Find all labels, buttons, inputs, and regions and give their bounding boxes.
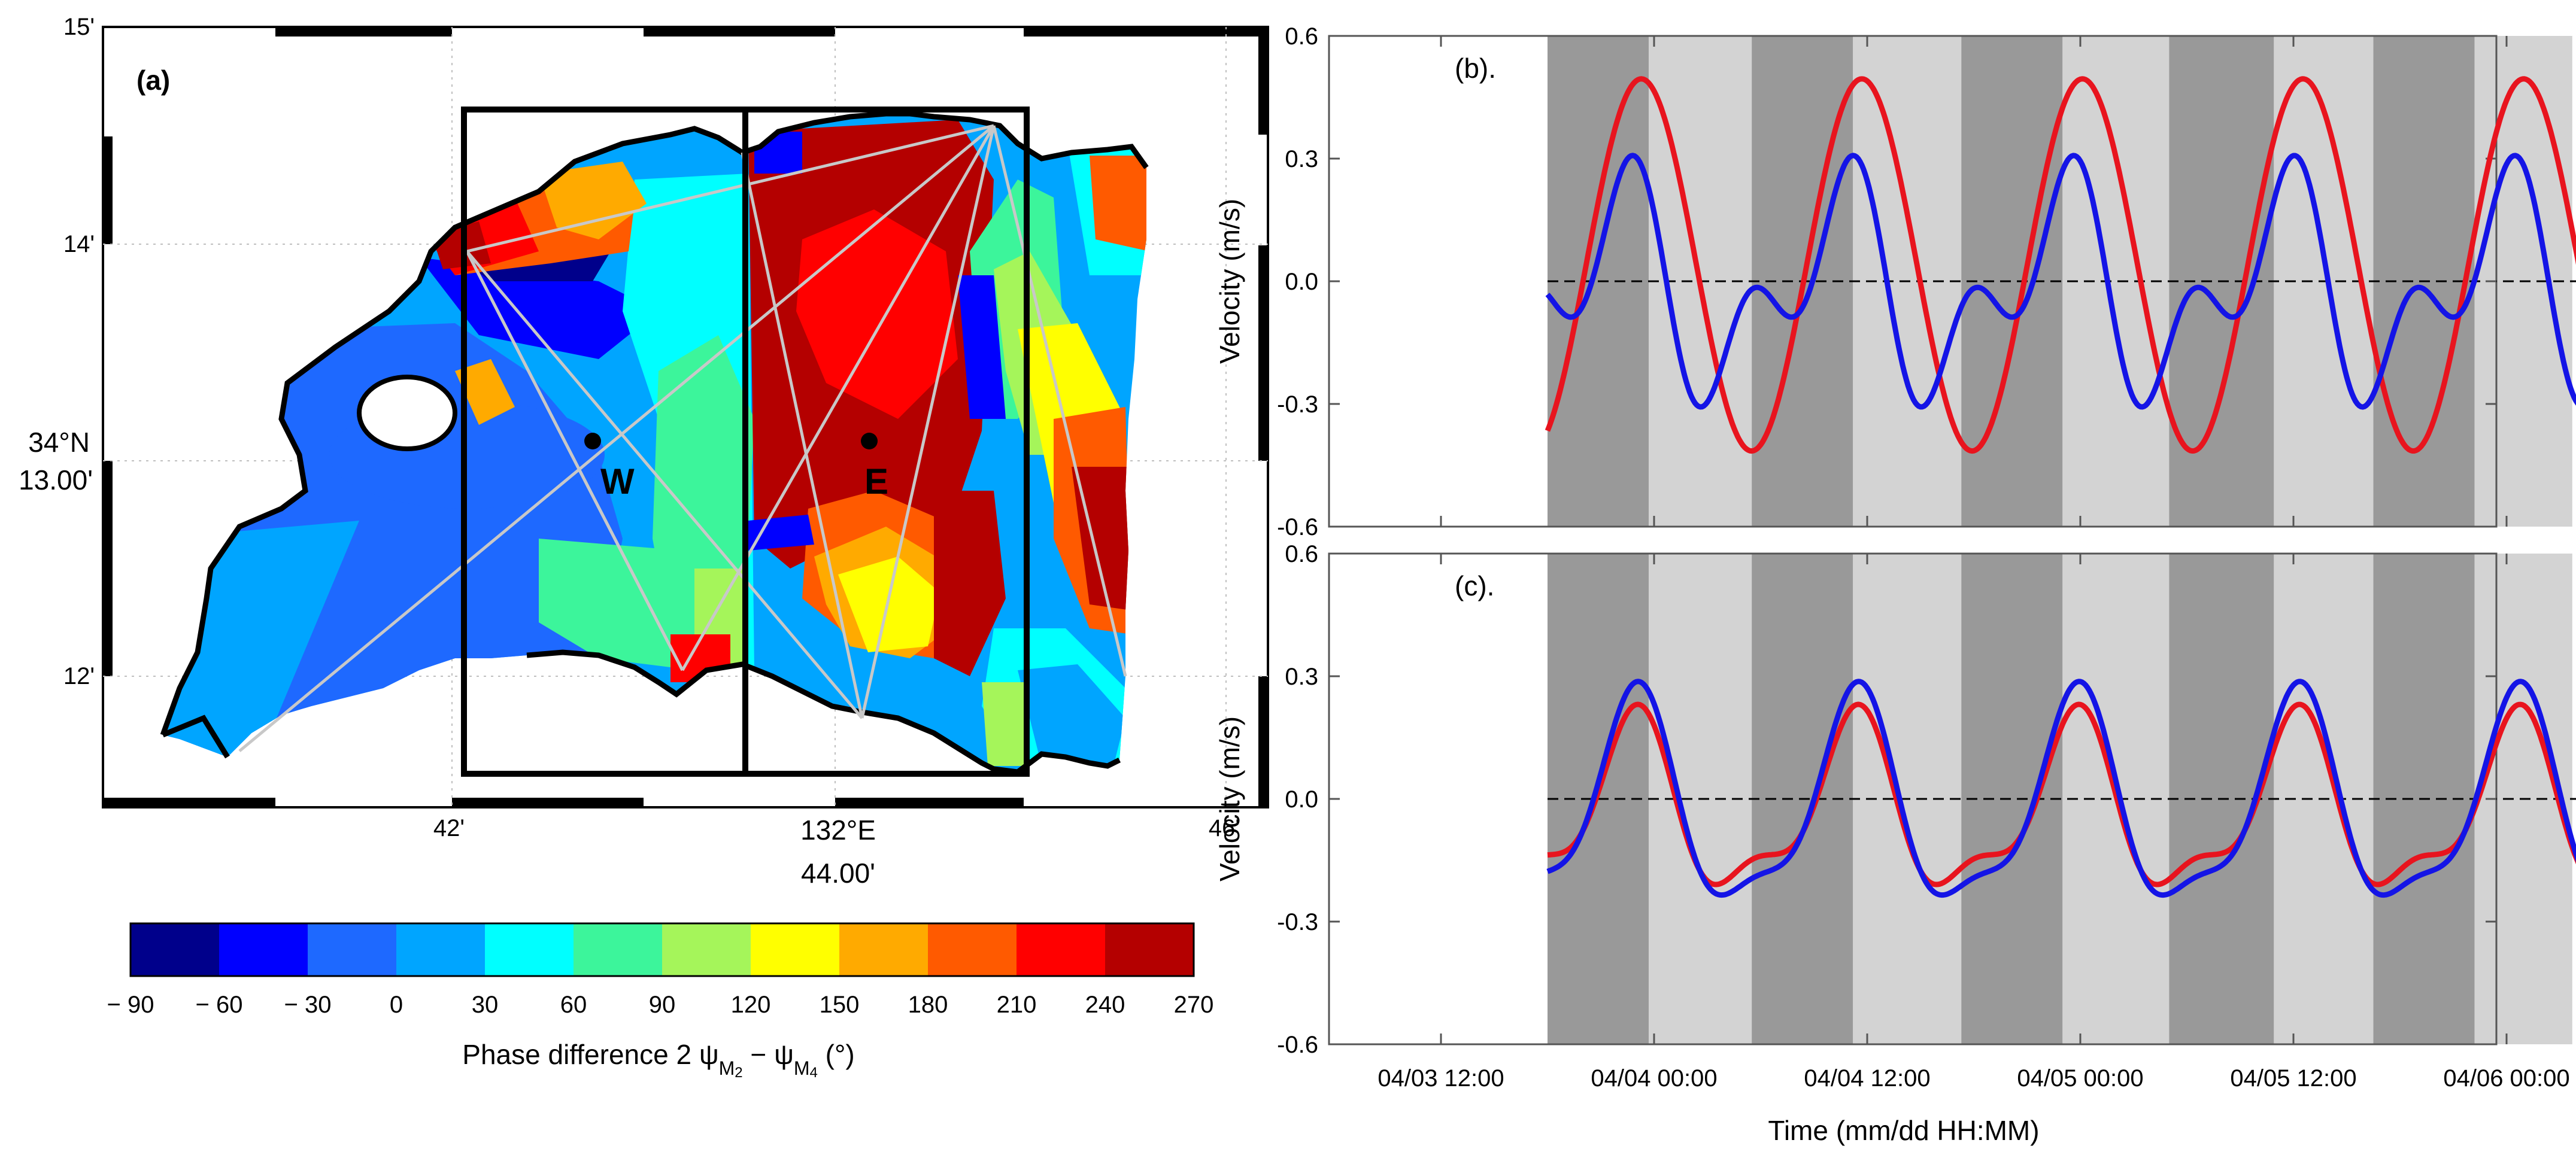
colorbar-swatch bbox=[131, 923, 220, 976]
colorbar-tick-label: 120 bbox=[731, 992, 771, 1018]
map-panel: W E (a) 15' 14' 34°N 13.00' 12' 42' 132°… bbox=[19, 14, 1269, 889]
lon-label-46: 46' bbox=[1209, 815, 1240, 841]
x-axis-label: Time (mm/dd HH:MM) bbox=[1768, 1115, 2039, 1146]
colorbar-tick-label: 90 bbox=[649, 992, 676, 1018]
colorbar-swatch bbox=[1017, 923, 1106, 976]
panel-b: 0.6 0.3 0.0 -0.3 -0.6 Velocity (m/s) (b). bbox=[1214, 23, 2576, 540]
x-tick-label: 04/06 00:00 bbox=[2443, 1065, 2569, 1092]
velocity-series-line bbox=[1546, 701, 2576, 887]
colorbar-tick-label: 210 bbox=[997, 992, 1037, 1018]
lon-label-44: 44.00' bbox=[801, 858, 875, 889]
colorbar-tick-label: − 30 bbox=[284, 992, 332, 1018]
colorbar-swatch bbox=[396, 923, 486, 976]
colorbar-tick-label: 180 bbox=[908, 992, 948, 1018]
colorbar-swatch bbox=[839, 923, 929, 976]
lat-label-13: 13.00' bbox=[19, 464, 93, 496]
y-axis-label: Velocity (m/s) bbox=[1214, 199, 1245, 364]
colorbar-swatch bbox=[1105, 923, 1194, 976]
colorbar-swatch bbox=[308, 923, 397, 976]
x-tick-label: 04/04 00:00 bbox=[1591, 1065, 1717, 1092]
y-tick-label: -0.3 bbox=[1277, 909, 1318, 935]
colorbar-tick-label: 30 bbox=[472, 992, 499, 1018]
coastline bbox=[160, 111, 1149, 736]
colorbar-swatch bbox=[219, 923, 308, 976]
lon-label-132e: 132°E bbox=[800, 814, 876, 846]
lat-label-34n: 34°N bbox=[28, 427, 90, 458]
colorbar-swatch bbox=[662, 923, 751, 976]
y-tick-label: -0.6 bbox=[1277, 1032, 1318, 1058]
panel-label: (c). bbox=[1455, 570, 1494, 601]
y-tick-label: -0.6 bbox=[1277, 514, 1318, 540]
phase-field bbox=[163, 114, 1146, 772]
colorbar-tick-label: − 90 bbox=[107, 992, 154, 1018]
lon-label-42: 42' bbox=[433, 815, 465, 841]
colorbar-tick-label: 240 bbox=[1085, 992, 1125, 1018]
station-e-marker bbox=[861, 433, 878, 449]
colorbar-tick-label: 270 bbox=[1174, 992, 1214, 1018]
y-tick-label: 0.0 bbox=[1285, 269, 1318, 295]
colorbar-swatch bbox=[751, 923, 840, 976]
colorbar-tick-label: 60 bbox=[560, 992, 587, 1018]
island bbox=[357, 375, 457, 451]
velocity-series-line bbox=[1546, 679, 2576, 898]
colorbar-tick-label: 0 bbox=[390, 992, 403, 1018]
velocity-series-line bbox=[1545, 76, 2576, 454]
coastline-sw bbox=[162, 715, 230, 759]
colorbar-swatch bbox=[574, 923, 663, 976]
y-tick-label: -0.3 bbox=[1277, 391, 1318, 418]
panel-a-label: (a) bbox=[136, 65, 170, 96]
velocity-series-line bbox=[1545, 153, 2576, 410]
tidal-phase-band bbox=[1961, 554, 2063, 1044]
acoustic-paths bbox=[238, 124, 1127, 752]
colorbar-tick-label: 150 bbox=[820, 992, 860, 1018]
colorbar-tick-label: − 60 bbox=[196, 992, 243, 1018]
box-east bbox=[742, 107, 1030, 777]
station-w-label: W bbox=[600, 461, 635, 501]
y-axis-label: Velocity (m/s) bbox=[1214, 716, 1245, 881]
x-tick-label: 04/05 00:00 bbox=[2017, 1065, 2143, 1092]
x-tick-label: 04/04 12:00 bbox=[1804, 1065, 1930, 1092]
colorbar-label: Phase difference 2 ψM2 − ψM4 (°) bbox=[462, 1039, 854, 1081]
panel-c: 0.6 0.3 0.0 -0.3 -0.6 04/03 12:00 04/04 00:00 0… bbox=[1214, 541, 2576, 1146]
x-tick-label: 04/03 12:00 bbox=[1377, 1065, 1504, 1092]
station-w-marker bbox=[584, 433, 601, 449]
colorbar-swatch bbox=[485, 923, 574, 976]
x-tick-label: 04/05 12:00 bbox=[2230, 1065, 2356, 1092]
lat-label-12: 12' bbox=[63, 663, 95, 689]
y-tick-label: 0.3 bbox=[1285, 146, 1318, 172]
colorbar-swatch bbox=[928, 923, 1017, 976]
y-tick-label: 0.3 bbox=[1285, 664, 1318, 690]
lat-label-15: 15' bbox=[63, 14, 95, 40]
lat-label-14: 14' bbox=[63, 231, 95, 257]
colorbar: − 90 − 60 − 30 0 30 60 90 120 150 180 210 240 270 Ph… bbox=[107, 922, 1214, 1081]
y-tick-label: 0.6 bbox=[1285, 541, 1318, 567]
y-tick-label: 0.0 bbox=[1285, 786, 1318, 813]
y-tick-label: 0.6 bbox=[1285, 23, 1318, 50]
map-border-checker bbox=[103, 27, 1268, 807]
colorbar-frame bbox=[129, 922, 1195, 977]
panel-label: (b). bbox=[1455, 53, 1496, 84]
station-e-label: E bbox=[864, 461, 888, 501]
